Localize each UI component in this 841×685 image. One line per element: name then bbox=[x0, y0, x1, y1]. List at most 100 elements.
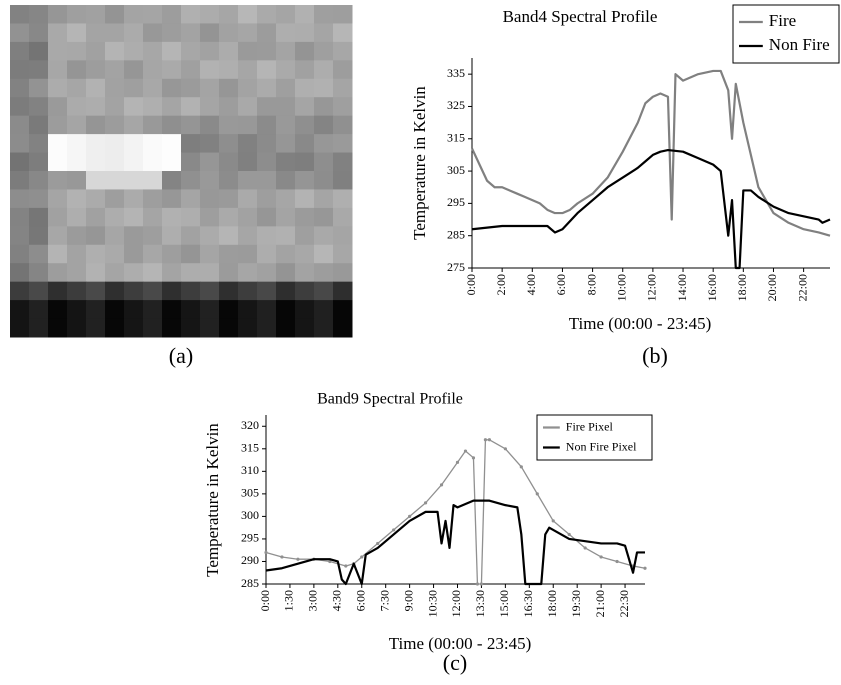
image-pixel bbox=[219, 263, 239, 283]
image-pixel bbox=[86, 171, 106, 190]
image-pixel bbox=[314, 281, 334, 301]
image-pixel bbox=[29, 115, 49, 135]
image-pixel bbox=[48, 41, 68, 61]
image-pixel bbox=[257, 263, 277, 283]
series-marker bbox=[392, 528, 396, 532]
image-pixel bbox=[257, 281, 277, 301]
image-pixel bbox=[200, 244, 220, 264]
image-pixel bbox=[295, 300, 315, 320]
x-tick-label: 22:00 bbox=[795, 274, 809, 301]
image-pixel bbox=[333, 300, 353, 320]
image-pixel bbox=[295, 97, 315, 117]
image-pixel bbox=[257, 78, 277, 98]
legend-label: Non Fire Pixel bbox=[566, 439, 637, 453]
image-pixel bbox=[124, 23, 144, 43]
x-tick-label: 15:00 bbox=[497, 590, 511, 617]
image-pixel bbox=[238, 41, 258, 61]
image-pixel bbox=[143, 5, 163, 24]
image-pixel bbox=[10, 152, 30, 172]
image-pixel bbox=[314, 115, 334, 135]
image-pixel bbox=[238, 300, 258, 320]
image-pixel bbox=[86, 281, 106, 301]
image-pixel bbox=[67, 281, 87, 301]
image-pixel bbox=[200, 78, 220, 98]
image-pixel bbox=[10, 115, 30, 135]
image-pixel bbox=[29, 226, 49, 246]
y-tick-label: 295 bbox=[447, 195, 465, 209]
image-pixel bbox=[67, 207, 87, 227]
image-pixel bbox=[10, 263, 30, 283]
image-pixel bbox=[333, 263, 353, 283]
image-pixel bbox=[333, 244, 353, 264]
image-pixel bbox=[124, 244, 144, 264]
image-pixel bbox=[67, 152, 87, 172]
image-pixel bbox=[181, 318, 201, 338]
image-pixel bbox=[238, 5, 258, 24]
image-pixel bbox=[162, 134, 182, 154]
legend-label: Fire Pixel bbox=[566, 419, 614, 433]
x-tick-label: 3:00 bbox=[306, 590, 320, 611]
image-pixel bbox=[257, 171, 277, 190]
image-pixel bbox=[333, 23, 353, 43]
image-pixel bbox=[105, 23, 125, 43]
image-pixel bbox=[162, 60, 182, 80]
image-pixel bbox=[86, 115, 106, 135]
y-tick-label: 275 bbox=[447, 260, 465, 274]
series-marker bbox=[475, 582, 480, 586]
image-pixel bbox=[276, 281, 296, 301]
image-pixel bbox=[181, 97, 201, 117]
image-pixel bbox=[314, 244, 334, 264]
series-marker bbox=[615, 559, 619, 564]
series-marker bbox=[463, 449, 468, 453]
image-pixel bbox=[124, 115, 144, 135]
series-marker bbox=[455, 460, 460, 464]
image-pixel bbox=[295, 244, 315, 264]
y-tick-label: 320 bbox=[241, 418, 259, 432]
image-pixel bbox=[29, 41, 49, 61]
x-tick-label: 20:00 bbox=[765, 274, 779, 301]
image-pixel bbox=[29, 189, 49, 209]
x-tick-label: 10:00 bbox=[614, 274, 628, 301]
image-pixel bbox=[295, 60, 315, 80]
image-pixel bbox=[105, 134, 125, 154]
image-pixel bbox=[124, 97, 144, 117]
image-pixel bbox=[29, 318, 49, 338]
image-pixel bbox=[238, 60, 258, 80]
image-pixel bbox=[257, 134, 277, 154]
image-pixel bbox=[314, 23, 334, 43]
image-pixel bbox=[257, 300, 277, 320]
image-pixel bbox=[67, 226, 87, 246]
image-pixel bbox=[162, 5, 182, 24]
image-pixel bbox=[238, 318, 258, 338]
x-tick-label: 18:00 bbox=[735, 274, 749, 301]
image-pixel bbox=[257, 152, 277, 172]
image-pixel bbox=[314, 300, 334, 320]
image-pixel bbox=[295, 115, 315, 135]
image-pixel bbox=[276, 263, 296, 283]
image-pixel bbox=[333, 60, 353, 80]
series-marker bbox=[280, 555, 284, 559]
image-pixel bbox=[105, 318, 125, 338]
image-pixel bbox=[257, 60, 277, 80]
image-pixel bbox=[48, 300, 68, 320]
image-pixel bbox=[276, 78, 296, 98]
x-tick-label: 12:00 bbox=[645, 274, 659, 301]
image-pixel bbox=[124, 152, 144, 172]
series-marker bbox=[264, 550, 268, 555]
series-marker bbox=[599, 555, 603, 559]
image-pixel bbox=[48, 318, 68, 338]
image-pixel bbox=[181, 5, 201, 24]
image-pixel bbox=[181, 60, 201, 80]
y-tick-label: 305 bbox=[447, 163, 465, 177]
image-pixel bbox=[257, 318, 277, 338]
series-marker bbox=[479, 582, 484, 586]
image-pixel bbox=[48, 244, 68, 264]
image-pixel bbox=[200, 5, 220, 24]
image-pixel bbox=[86, 5, 106, 24]
image-pixel bbox=[276, 134, 296, 154]
image-pixel bbox=[105, 41, 125, 61]
image-pixel bbox=[314, 41, 334, 61]
image-pixel bbox=[10, 41, 30, 61]
image-pixel bbox=[333, 41, 353, 61]
